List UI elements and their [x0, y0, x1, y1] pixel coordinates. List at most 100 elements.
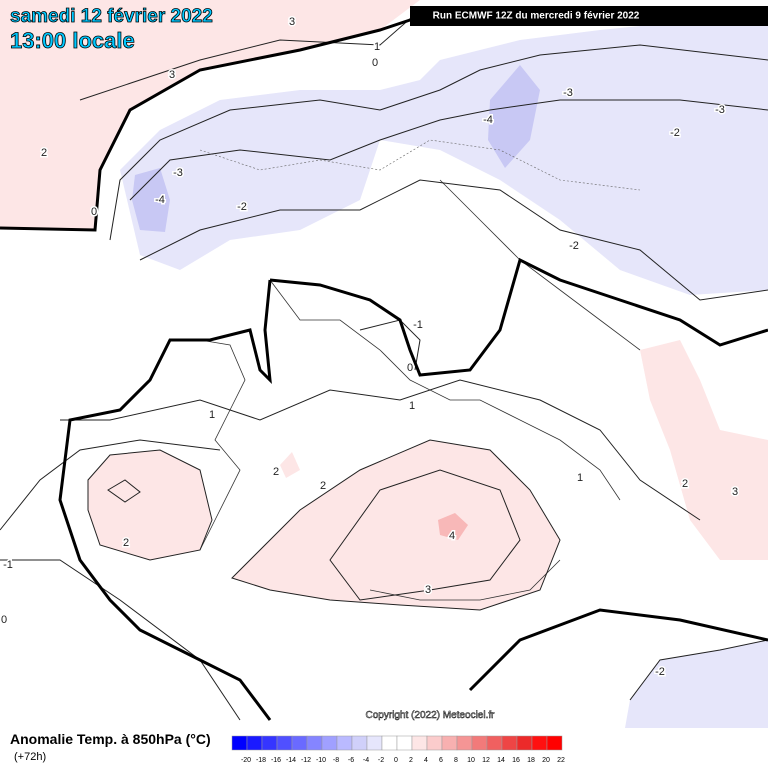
- contour: [129, 99, 768, 201]
- contour-label: -1: [413, 319, 423, 331]
- copyright: Copyright (2022) Meteociel.fr: [366, 710, 496, 721]
- contour-label: 3: [425, 584, 431, 596]
- zero-contour: [0, 8, 441, 232]
- scale-label: -4: [363, 757, 369, 764]
- contour: [139, 179, 768, 301]
- scale-label: -16: [271, 757, 281, 764]
- contour-label: 3: [289, 16, 295, 28]
- contour-label: -2: [237, 201, 247, 213]
- contour: [109, 44, 768, 241]
- time: 13:00 locale: [10, 28, 135, 53]
- zero-contour: [58, 279, 272, 721]
- contour-label: -2: [670, 127, 680, 139]
- scale-swatch: [231, 735, 248, 751]
- run-info: Run ECMWF 12Z du mercredi 9 février 2022: [433, 11, 640, 22]
- scale-swatch: [276, 735, 293, 751]
- scale-label: -8: [333, 757, 339, 764]
- scale-label: 8: [454, 757, 458, 764]
- coastline: [269, 279, 621, 501]
- coastline: [199, 339, 246, 551]
- run-banner: [410, 6, 768, 26]
- scale-swatch: [306, 735, 323, 751]
- scale-swatch: [486, 735, 503, 751]
- scale-label: -12: [301, 757, 311, 764]
- contour-label: 2: [41, 147, 47, 159]
- coastlines: [199, 139, 641, 601]
- scale-swatch: [441, 735, 458, 751]
- scale-swatch: [396, 735, 413, 751]
- scale-label: -10: [316, 757, 326, 764]
- scale-label: -2: [378, 757, 384, 764]
- scale-label: 4: [424, 757, 428, 764]
- scale-swatch: [261, 735, 278, 751]
- contour: [0, 439, 221, 531]
- shading: [0, 0, 768, 728]
- contour-label: 0: [372, 57, 378, 69]
- scale-label: 16: [512, 757, 520, 764]
- scale-swatch: [456, 735, 473, 751]
- scale-label: -6: [348, 757, 354, 764]
- contour-labels: 3 1 0 3 2 -3 -4 0 -2 -4 -3 -3 -2 -2 -1 0 1 1 2 2 2 4 3 1 2 3 -1 0 -2: [0, 14, 740, 679]
- scale-label: 14: [497, 757, 505, 764]
- scale-swatch: [471, 735, 488, 751]
- contour: [60, 379, 701, 521]
- lead-time: (+72h): [14, 751, 46, 763]
- scale-label: 0: [394, 757, 398, 764]
- scale-swatch: [246, 735, 263, 751]
- scale-swatch: [501, 735, 518, 751]
- contour: [0, 559, 241, 721]
- zero-contour: [269, 257, 768, 377]
- zero-lines: [0, 8, 768, 721]
- scale-label: -20: [241, 757, 251, 764]
- contour-label: -3: [715, 104, 725, 116]
- scale-swatch: [531, 735, 548, 751]
- contour-label: 2: [320, 480, 326, 492]
- scale-swatch: [351, 735, 368, 751]
- scale-label: -14: [286, 757, 296, 764]
- scale-label: 6: [439, 757, 443, 764]
- warm-area: [280, 452, 300, 478]
- scale-swatch: [336, 735, 353, 751]
- warm-area: [0, 0, 420, 230]
- scale-swatch: [321, 735, 338, 751]
- contour-label: 2: [273, 466, 279, 478]
- scale-swatch: [291, 735, 308, 751]
- scale-swatch: [366, 735, 383, 751]
- contour-label: 3: [732, 486, 738, 498]
- warm-area: [88, 450, 212, 560]
- contours: [0, 9, 768, 721]
- scale-label: 10: [467, 757, 475, 764]
- contour-label: -4: [155, 194, 165, 206]
- warm-area: [640, 340, 768, 560]
- contour-label: 1: [374, 41, 380, 53]
- scale-swatch: [546, 735, 563, 751]
- cold-core: [132, 168, 170, 232]
- contour: [87, 449, 213, 561]
- cold-core: [488, 65, 540, 168]
- scale-swatch: [426, 735, 443, 751]
- contour-label: 2: [682, 478, 688, 490]
- scale-label: 20: [542, 757, 550, 764]
- contour-label: -2: [655, 666, 665, 678]
- coastline: [439, 179, 641, 351]
- warm-core: [438, 513, 468, 540]
- cold-area: [120, 20, 768, 295]
- scale-swatch: [411, 735, 428, 751]
- coastline: [369, 559, 561, 601]
- contour-label: 1: [577, 472, 583, 484]
- contour: [629, 639, 768, 701]
- scale-label: 18: [527, 757, 535, 764]
- contour-label: -4: [483, 114, 493, 126]
- contour-label: 4: [449, 530, 455, 542]
- date: samedi 12 février 2022: [10, 6, 213, 27]
- scale-label: 12: [482, 757, 490, 764]
- contour-label: 1: [209, 409, 215, 421]
- scale-label: 22: [557, 757, 565, 764]
- contour: [79, 9, 421, 101]
- contour: [329, 469, 521, 601]
- contour: [107, 479, 141, 503]
- contour-label: 2: [123, 537, 129, 549]
- contour-label: -3: [563, 87, 573, 99]
- scale-swatch: [381, 735, 398, 751]
